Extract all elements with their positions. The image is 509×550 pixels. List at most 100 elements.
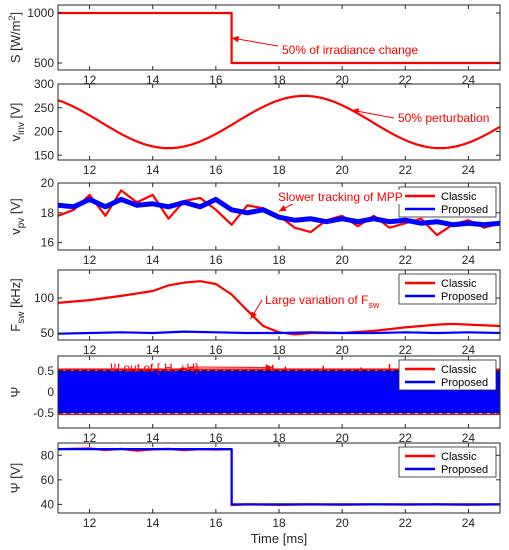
x-tick-label: 14 (146, 343, 160, 357)
y-tick-label: -0.5 (33, 406, 54, 420)
y-tick-label: 40 (41, 497, 55, 511)
y-tick-label: 16 (41, 236, 55, 250)
x-tick-label: 12 (83, 431, 97, 445)
x-tick-label: 22 (399, 253, 413, 267)
x-tick-label: 18 (272, 343, 286, 357)
legend-label-proposed: Proposed (441, 204, 488, 216)
x-tick-label: 24 (462, 343, 476, 357)
annotation-text: 50% of irradiance change (282, 43, 418, 57)
annotation-text: Large variation of Fsw (265, 293, 380, 310)
legend-label-classic: Classic (441, 278, 477, 290)
y-tick-label: 0 (47, 385, 54, 399)
y-tick-label: 18 (41, 206, 55, 220)
x-axis-label: Time [ms] (251, 531, 308, 546)
annotation-arrowhead (265, 364, 273, 371)
annotation-bg (277, 190, 404, 204)
plot-area (58, 280, 500, 336)
x-tick-label: 22 (399, 163, 413, 177)
legend-box (398, 186, 497, 218)
legend-label-classic: Classic (441, 191, 477, 203)
x-tick-label: 18 (272, 163, 286, 177)
x-tick-label: 12 (83, 163, 97, 177)
y-axis-label: Fsw [kHz] (8, 278, 27, 331)
y-tick-label: 300 (34, 77, 54, 91)
x-tick-label: 22 (399, 343, 413, 357)
series-proposed (58, 196, 500, 228)
x-tick-label: 24 (462, 253, 476, 267)
legend-box (398, 273, 497, 305)
legend-box (398, 446, 497, 478)
x-tick-label: 20 (335, 343, 349, 357)
x-tick-label: 12 (83, 253, 97, 267)
x-tick-label: 12 (83, 516, 97, 530)
x-tick-label: 20 (335, 431, 349, 445)
x-tick-label: 16 (209, 431, 223, 445)
y-tick-label: 50 (41, 326, 55, 340)
x-tick-label: 16 (209, 253, 223, 267)
y-tick-label: 250 (34, 101, 54, 115)
axis-box (57, 4, 501, 71)
x-tick-label: 20 (335, 516, 349, 530)
x-tick-label: 24 (462, 516, 476, 530)
x-tick-label: 16 (209, 516, 223, 530)
x-tick-label: 14 (146, 516, 160, 530)
y-tick-label: 1000 (27, 6, 54, 20)
panel-4: 12 14 16 18 20 22 24 50 100 Fsw [kHz] ClassicPropo… (8, 269, 501, 357)
annotation-arrowhead (351, 108, 360, 115)
y-tick-label: 0.5 (37, 364, 54, 378)
x-tick-label: 14 (146, 253, 160, 267)
series-line (58, 94, 500, 150)
plot-area (58, 189, 500, 237)
annotation-arrowhead (250, 311, 257, 319)
series-proposed (58, 448, 500, 506)
x-tick-label: 24 (462, 163, 476, 177)
x-tick-label: 18 (272, 431, 286, 445)
x-tick-label: 12 (83, 343, 97, 357)
x-tick-label: 18 (272, 516, 286, 530)
x-tick-label: 20 (335, 253, 349, 267)
annotation-text: Ψ out of [-H, +H] (110, 361, 198, 375)
annotation-arrowhead (279, 205, 287, 212)
annotation-text: Slower tracking of MPP (278, 190, 403, 204)
x-tick-label: 22 (399, 516, 413, 530)
panel-3: 12 14 16 18 20 22 24 16 18 20 vpv [V] ClassicPropos… (8, 176, 501, 267)
y-tick-label: 20 (41, 176, 55, 190)
legend-label-proposed: Proposed (441, 377, 488, 389)
x-tick-label: 16 (209, 343, 223, 357)
y-tick-label: 60 (41, 473, 55, 487)
y-axis-label: Ψ (8, 387, 23, 398)
annotation-arrow (351, 109, 395, 119)
x-tick-label: 18 (272, 253, 286, 267)
x-tick-label: 16 (209, 163, 223, 177)
legend-label-proposed: Proposed (441, 291, 488, 303)
series-classic (58, 280, 500, 336)
y-tick-label: 500 (34, 56, 54, 70)
annotation-arrowhead (231, 36, 240, 43)
annotation-arrow (231, 37, 279, 47)
y-tick-label: 100 (34, 291, 54, 305)
y-tick-label: 200 (34, 125, 54, 139)
legend-label-classic: Classic (441, 451, 477, 463)
legend-label-proposed: Proposed (441, 464, 488, 476)
y-axis-label: vpv [V] (8, 198, 27, 235)
x-tick-label: 20 (335, 163, 349, 177)
plot-area (58, 94, 500, 150)
y-tick-label: 80 (41, 448, 55, 462)
legend-label-classic: Classic (441, 364, 477, 376)
y-axis-label: Ψ [V] (8, 463, 23, 493)
plot-area (58, 447, 500, 507)
x-tick-label: 14 (146, 163, 160, 177)
y-axis-label: vinv [V] (8, 103, 27, 142)
y-axis-label: S [W/m2] (7, 12, 23, 63)
series-line (58, 11, 500, 65)
x-tick-label: 14 (146, 431, 160, 445)
series-proposed (58, 330, 500, 335)
